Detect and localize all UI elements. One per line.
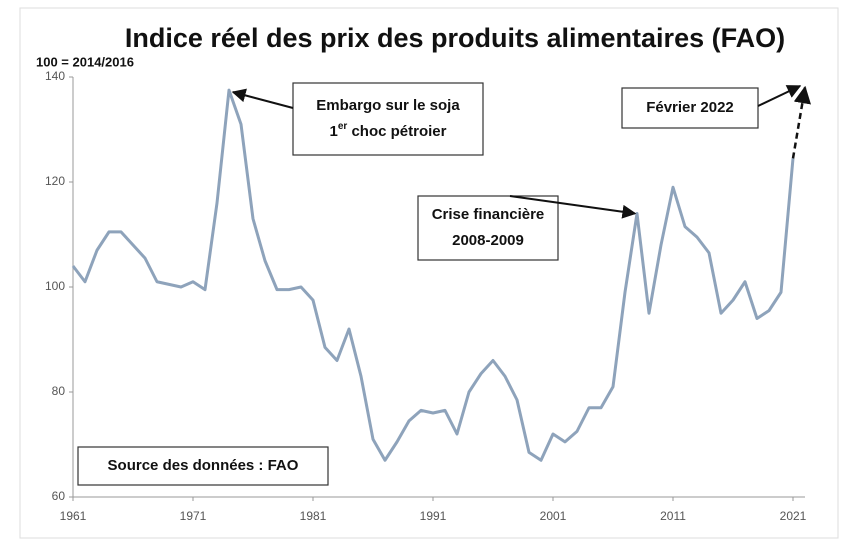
x-tick-label: 2021 xyxy=(780,509,807,523)
annotation-box xyxy=(417,195,559,261)
annotation-text-part: Embargo sur le soja xyxy=(316,97,460,114)
annotation-text-part: Février 2022 xyxy=(646,99,734,116)
annotation-text: 1er choc pétroier xyxy=(330,121,447,140)
annotation-box xyxy=(621,87,759,129)
x-tick-label: 1981 xyxy=(300,509,327,523)
data-line xyxy=(791,85,811,159)
y-tick-label: 140 xyxy=(45,69,65,83)
annotation-text-part: Crise financière xyxy=(432,206,545,223)
y-tick-label: 120 xyxy=(45,174,65,188)
frame xyxy=(19,7,839,539)
annotation-text: Embargo sur le soja xyxy=(316,97,460,114)
x-tick-label: 2001 xyxy=(540,509,567,523)
data-line xyxy=(71,88,795,462)
annotation-text-part: er xyxy=(338,121,348,132)
chart-title: Indice réel des prix des produits alimen… xyxy=(125,23,785,53)
x-tick-label: 1961 xyxy=(60,509,87,523)
annotation-box xyxy=(77,446,329,486)
annotation-text-part: 2008-2009 xyxy=(452,232,524,249)
y-tick-label: 60 xyxy=(52,489,66,503)
annotation-arrow xyxy=(757,85,802,107)
annotation-text: 2008-2009 xyxy=(452,232,524,249)
y-tick-label: 80 xyxy=(52,384,66,398)
annotation-text-part: choc pétroier xyxy=(347,123,446,140)
x-tick-label: 2011 xyxy=(660,509,686,523)
x-tick-label: 1971 xyxy=(180,509,207,523)
annotation-text: Crise financière xyxy=(432,206,545,223)
x-tick-label: 1991 xyxy=(420,509,447,523)
annotation-text: Février 2022 xyxy=(646,99,734,116)
annotation-arrow xyxy=(231,88,294,109)
annotation-box xyxy=(292,82,484,156)
annotation-text-part: 1 xyxy=(330,123,338,140)
annotation-text: Source des données : FAO xyxy=(108,457,299,474)
annotation-text-part: Source des données : FAO xyxy=(108,457,299,474)
annotation-arrow xyxy=(509,195,637,219)
y-tick-label: 100 xyxy=(45,279,65,293)
subtitle: 100 = 2014/2016 xyxy=(36,54,134,69)
